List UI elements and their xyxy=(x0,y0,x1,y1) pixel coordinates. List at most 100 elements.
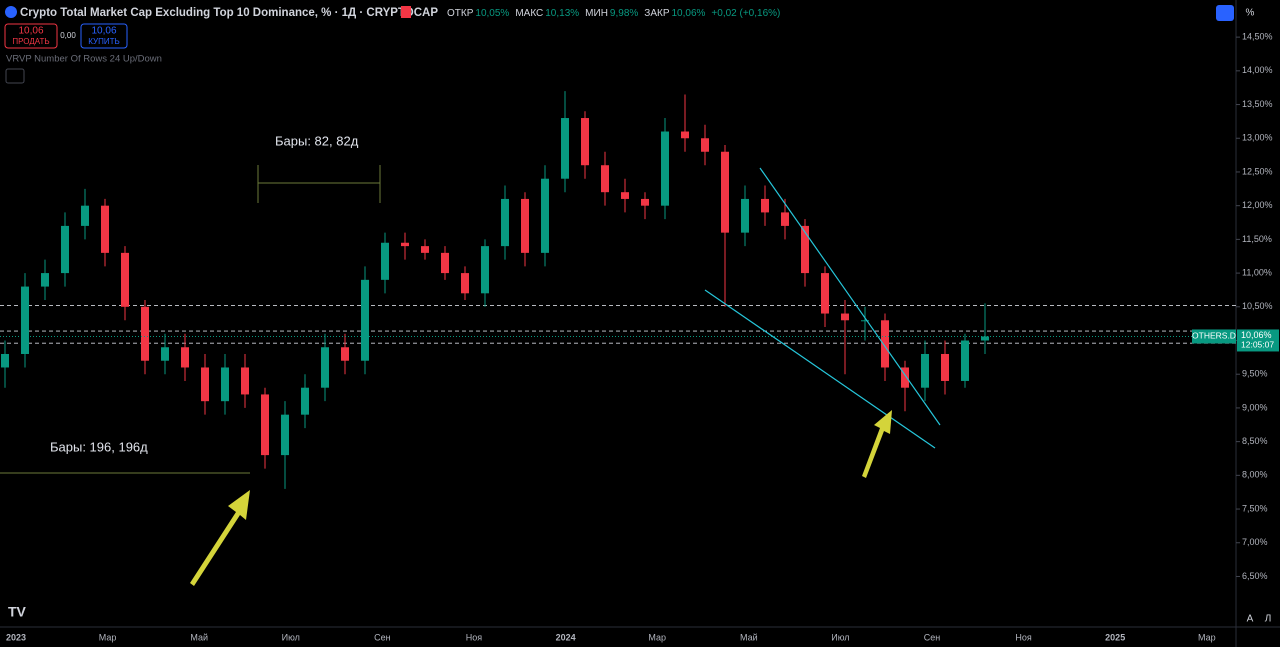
y-tick-label: 14,00% xyxy=(1242,65,1273,75)
candle-body xyxy=(541,178,549,253)
ohlc-legend: ОТКР 10,05% МАКС 10,13% МИН 9,98% ЗАКР 10,06% +0… xyxy=(447,8,780,19)
sell-price[interactable]: 10,06 xyxy=(18,26,43,37)
x-tick-label: Сен xyxy=(924,632,941,642)
countdown: 12:05:07 xyxy=(1241,340,1274,350)
candle-body xyxy=(981,336,989,341)
candle-body xyxy=(401,242,409,247)
x-tick-label: Июл xyxy=(831,632,849,642)
arrow xyxy=(190,490,250,586)
flag[interactable] xyxy=(401,6,411,18)
x-tick-label: Мар xyxy=(648,632,666,642)
sell-label[interactable]: ПРОДАТЬ xyxy=(12,37,49,46)
ruler-label: Бары: 196, 196д xyxy=(50,439,148,454)
candle-body xyxy=(501,198,509,247)
y-tick-label: 10,50% xyxy=(1242,301,1273,311)
y-tick-label: 11,50% xyxy=(1242,234,1272,244)
ohlc-key: ОТКР xyxy=(447,8,474,19)
ohlc-key: МИН xyxy=(585,8,608,19)
candle-body xyxy=(201,367,209,402)
candle-body xyxy=(241,367,249,395)
candle-body xyxy=(821,273,829,314)
y-tick-label: 11,00% xyxy=(1242,267,1272,277)
candle-body xyxy=(81,205,89,226)
candle-body xyxy=(581,118,589,166)
candle-body xyxy=(641,198,649,206)
symbol-tag xyxy=(1192,329,1236,344)
candle-body xyxy=(561,118,569,179)
candle-body xyxy=(741,198,749,233)
x-tick-label: Ноя xyxy=(1015,632,1032,642)
candle-body xyxy=(381,242,389,280)
scale-button[interactable]: A xyxy=(1247,614,1254,625)
candle-body xyxy=(701,138,709,152)
y-tick-label: 14,50% xyxy=(1242,32,1273,42)
candle-body xyxy=(721,151,729,233)
candle-body xyxy=(841,313,849,321)
y-tick-label: 13,00% xyxy=(1242,133,1273,143)
y-tick-label: 8,00% xyxy=(1242,470,1268,480)
arrow xyxy=(862,410,892,478)
x-tick-label: Мар xyxy=(1198,632,1216,642)
y-tick-label: 7,00% xyxy=(1242,537,1268,547)
candle-body xyxy=(781,212,789,226)
candle-body xyxy=(961,340,969,381)
y-tick-label: 7,50% xyxy=(1242,503,1268,513)
ohlc-value: 10,13% xyxy=(545,8,579,19)
candle-body xyxy=(421,246,429,253)
trend-line xyxy=(759,167,941,426)
ohlc-change: +0,02 (+0,16%) xyxy=(711,8,780,19)
candle-body xyxy=(441,252,449,274)
candle-body xyxy=(481,246,489,294)
candle-body xyxy=(941,353,949,381)
chart-title: Crypto Total Market Cap Excluding Top 10… xyxy=(20,7,438,19)
candle-body xyxy=(281,414,289,456)
y-tick-label: 9,50% xyxy=(1242,369,1268,379)
x-tick-label: 2024 xyxy=(556,632,576,642)
buy-label[interactable]: КУПИТЬ xyxy=(88,37,119,46)
candle-body xyxy=(181,347,189,368)
candle-body xyxy=(861,320,869,322)
ohlc-value: 9,98% xyxy=(610,8,638,19)
candle-body xyxy=(61,225,69,274)
candle-body xyxy=(261,394,269,456)
symbol-icon xyxy=(5,6,17,18)
candle-body xyxy=(601,165,609,193)
sell-button[interactable] xyxy=(4,23,58,49)
indicator-label: VRVP Number Of Rows 24 Up/Down xyxy=(6,54,162,65)
ruler-label: Бары: 82, 82д xyxy=(275,133,359,148)
collapse-button[interactable] xyxy=(5,68,25,84)
candle-body xyxy=(161,347,169,361)
scale-unit[interactable]: % xyxy=(1246,8,1255,19)
candle-body xyxy=(521,198,529,253)
x-tick-label: Май xyxy=(190,632,208,642)
x-tick-label: Май xyxy=(740,632,758,642)
symbol-tag-text: OTHERS.D xyxy=(1192,331,1236,341)
ohlc-key: МАКС xyxy=(515,8,543,19)
candle-body xyxy=(461,273,469,294)
candle-body xyxy=(361,279,369,361)
candle-body xyxy=(621,192,629,199)
price-tag-text: 10,06% xyxy=(1241,330,1272,340)
y-tick-label: 8,50% xyxy=(1242,436,1268,446)
candle-body xyxy=(881,320,889,368)
candle-body xyxy=(221,367,229,402)
ohlc-key: ЗАКР xyxy=(644,8,670,19)
candle-body xyxy=(901,367,909,388)
x-tick-label: Ноя xyxy=(466,632,483,642)
buy-button[interactable] xyxy=(80,23,128,49)
settings-button[interactable] xyxy=(1216,5,1234,21)
y-tick-label: 9,00% xyxy=(1242,402,1268,412)
scale-button[interactable]: Л xyxy=(1265,614,1272,625)
x-tick-label: 2025 xyxy=(1105,632,1125,642)
y-tick-label: 6,50% xyxy=(1242,571,1268,581)
marks xyxy=(0,36,1240,577)
candle-body xyxy=(21,286,29,354)
candle-body xyxy=(921,353,929,388)
ohlc-value: 10,05% xyxy=(475,8,509,19)
spread: 0,00 xyxy=(60,31,76,40)
price-tag xyxy=(1237,329,1279,352)
buy-price[interactable]: 10,06 xyxy=(91,26,116,37)
y-tick-label: 12,00% xyxy=(1242,200,1273,210)
